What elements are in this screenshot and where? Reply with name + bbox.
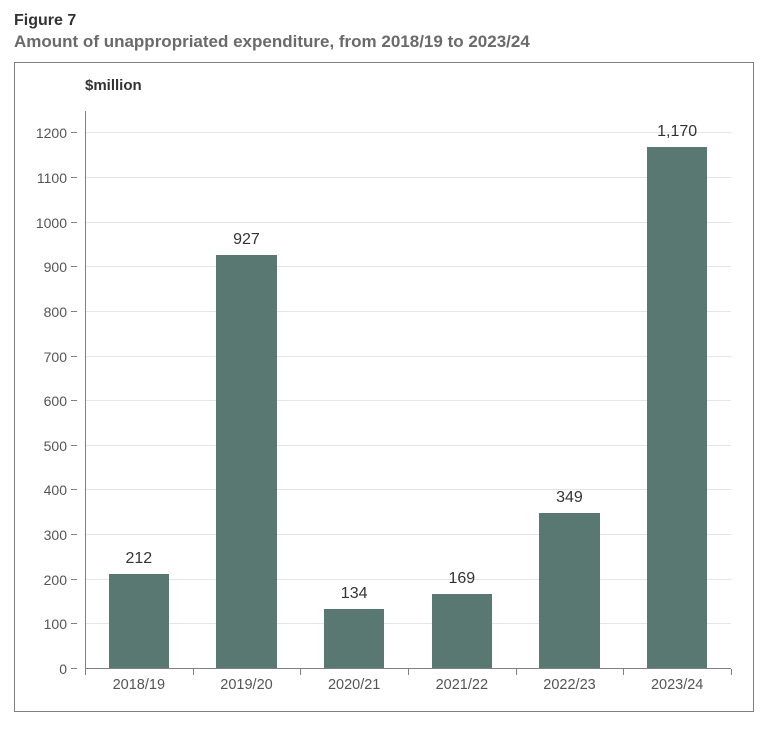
bar-value-label: 212 — [109, 550, 169, 574]
y-tick-label: 600 — [44, 393, 67, 409]
x-axis-label: 2019/20 — [220, 677, 272, 693]
y-tick-label: 700 — [44, 349, 67, 365]
bar: 134 — [324, 609, 384, 669]
bar-value-label: 169 — [432, 570, 492, 594]
y-tick-mark — [71, 132, 77, 133]
x-axis-label: 2021/22 — [436, 677, 488, 693]
y-tick-label: 800 — [44, 304, 67, 320]
y-axis-title: $million — [85, 77, 142, 94]
x-tick-mark — [516, 669, 517, 675]
y-tick-mark — [71, 534, 77, 535]
y-tick-mark — [71, 579, 77, 580]
y-tick-label: 1200 — [36, 125, 67, 141]
y-axis-line — [85, 111, 86, 669]
bar: 212 — [109, 574, 169, 669]
x-tick-mark — [408, 669, 409, 675]
y-tick-mark — [71, 489, 77, 490]
figure-title: Amount of unappropriated expenditure, fr… — [14, 32, 754, 52]
chart-container: $million 212 927 134 169 349 1,170 0 100 200 300… — [14, 62, 754, 712]
y-tick-mark — [71, 623, 77, 624]
y-tick-label: 500 — [44, 438, 67, 454]
x-tick-mark — [731, 669, 732, 675]
y-tick-mark — [71, 177, 77, 178]
x-axis-label: 2022/23 — [543, 677, 595, 693]
bar: 349 — [539, 513, 599, 669]
y-tick-label: 400 — [44, 482, 67, 498]
bar: 927 — [216, 255, 276, 669]
x-tick-mark — [623, 669, 624, 675]
x-axis-label: 2018/19 — [113, 677, 165, 693]
x-tick-mark — [85, 669, 86, 675]
y-tick-mark — [71, 311, 77, 312]
bar: 169 — [432, 594, 492, 669]
y-tick-mark — [71, 400, 77, 401]
x-tick-mark — [193, 669, 194, 675]
y-tick-label: 900 — [44, 259, 67, 275]
y-tick-label: 300 — [44, 527, 67, 543]
bar-value-label: 1,170 — [647, 123, 707, 147]
figure-label: Figure 7 — [14, 12, 754, 30]
x-axis-label: 2023/24 — [651, 677, 703, 693]
y-tick-label: 1000 — [36, 215, 67, 231]
y-tick-mark — [71, 445, 77, 446]
bar-value-label: 349 — [539, 489, 599, 513]
bar-value-label: 134 — [324, 585, 384, 609]
x-tick-mark — [300, 669, 301, 675]
y-tick-label: 100 — [44, 616, 67, 632]
y-tick-label: 0 — [59, 661, 67, 677]
x-axis-label: 2020/21 — [328, 677, 380, 693]
bars-group: 212 927 134 169 349 1,170 — [85, 111, 731, 669]
y-tick-label: 200 — [44, 572, 67, 588]
y-tick-mark — [71, 222, 77, 223]
y-tick-mark — [71, 266, 77, 267]
y-tick-mark — [71, 668, 77, 669]
bar: 1,170 — [647, 147, 707, 669]
y-tick-mark — [71, 356, 77, 357]
y-tick-label: 1100 — [37, 170, 67, 186]
x-labels: 2018/19 2019/20 2020/21 2021/22 2022/23 2023/… — [85, 669, 731, 709]
plot-area: 2129271341693491,170 0100200300400500600… — [85, 111, 731, 669]
bar-value-label: 927 — [216, 231, 276, 255]
